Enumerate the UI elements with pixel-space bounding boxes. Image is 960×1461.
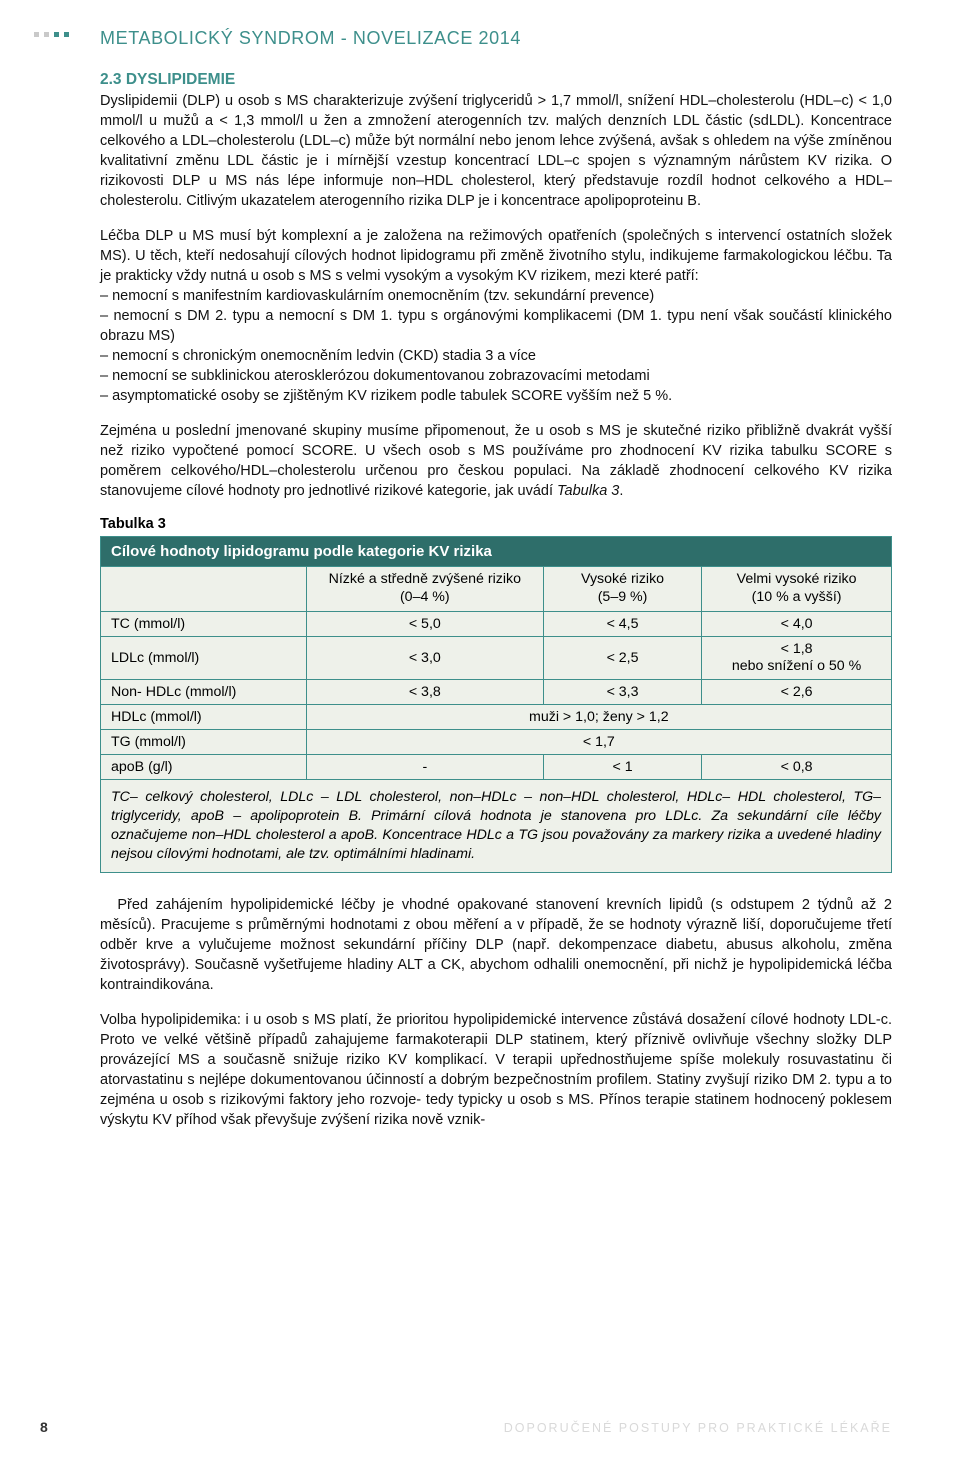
hdr-line: Velmi vysoké riziko <box>737 571 857 587</box>
section-heading: 2.3 DYSLIPIDEMIE <box>100 71 892 89</box>
table-header-row: Nízké a středně zvýšené riziko (0–4 %) V… <box>101 567 892 612</box>
row-label: LDLc (mmol/l) <box>101 636 307 679</box>
paragraph-2-intro: Léčba DLP u MS musí být komplexní a je z… <box>100 228 892 284</box>
paragraph-4: Před zahájením hypolipidemické léčby je … <box>100 895 892 995</box>
table-note: TC– celkový cholesterol, LDLc – LDL chol… <box>101 779 892 873</box>
page-header: METABOLICKÝ SYNDROM - NOVELIZACE 2014 <box>100 28 892 49</box>
cell: < 0,8 <box>702 754 892 779</box>
table-ref: Tabulka 3 <box>557 483 619 499</box>
document-page: METABOLICKÝ SYNDROM - NOVELIZACE 2014 2.… <box>0 0 960 1461</box>
table-header-blank <box>101 567 307 612</box>
table-row: LDLc (mmol/l) < 3,0 < 2,5 < 1,8 nebo sní… <box>101 636 892 679</box>
table-row: Non- HDLc (mmol/l) < 3,8 < 3,3 < 2,6 <box>101 679 892 704</box>
cell-span: muži > 1,0; ženy > 1,2 <box>306 704 891 729</box>
list-item: – nemocní s DM 2. typu a nemocní s DM 1.… <box>100 308 892 344</box>
row-label: HDLc (mmol/l) <box>101 704 307 729</box>
table-caption: Tabulka 3 <box>100 516 892 532</box>
paragraph-3-text: Zejména u poslední jmenované skupiny mus… <box>100 423 892 499</box>
hdr-line: Nízké a středně zvýšené riziko <box>329 571 521 587</box>
hdr-line: Vysoké riziko <box>581 571 664 587</box>
table-title-row: Cílové hodnoty lipidogramu podle kategor… <box>101 537 892 567</box>
table-row: HDLc (mmol/l) muži > 1,0; ženy > 1,2 <box>101 704 892 729</box>
cell: < 5,0 <box>306 611 543 636</box>
table-row: TC (mmol/l) < 5,0 < 4,5 < 4,0 <box>101 611 892 636</box>
cell-line: < 1,8 <box>781 641 813 657</box>
lipid-targets-table: Cílové hodnoty lipidogramu podle kategor… <box>100 536 892 873</box>
hdr-line: (0–4 %) <box>400 589 450 605</box>
table-title: Cílové hodnoty lipidogramu podle kategor… <box>101 537 892 567</box>
cell: - <box>306 754 543 779</box>
cell: < 4,0 <box>702 611 892 636</box>
list-item: – nemocní s manifestním kardiovaskulární… <box>100 288 654 304</box>
paragraph-2: Léčba DLP u MS musí být komplexní a je z… <box>100 226 892 406</box>
table-row: apoB (g/l) - < 1 < 0,8 <box>101 754 892 779</box>
paragraph-3: Zejména u poslední jmenované skupiny mus… <box>100 421 892 501</box>
paragraph-3-dot: . <box>619 483 623 499</box>
cell-span: < 1,7 <box>306 729 891 754</box>
margin-dots-icon <box>34 32 69 37</box>
paragraph-5: Volba hypolipidemika: i u osob s MS plat… <box>100 1010 892 1130</box>
page-number: 8 <box>40 1419 48 1435</box>
cell: < 3,0 <box>306 636 543 679</box>
cell: < 3,3 <box>543 679 701 704</box>
list-item: – asymptomatické osoby se zjištěným KV r… <box>100 388 672 404</box>
table-header-high: Vysoké riziko (5–9 %) <box>543 567 701 612</box>
table-header-low: Nízké a středně zvýšené riziko (0–4 %) <box>306 567 543 612</box>
cell: < 2,5 <box>543 636 701 679</box>
table-note-row: TC– celkový cholesterol, LDLc – LDL chol… <box>101 779 892 873</box>
row-label: Non- HDLc (mmol/l) <box>101 679 307 704</box>
hdr-line: (10 % a vyšší) <box>752 589 842 605</box>
footer-label: DOPORUČENÉ POSTUPY PRO PRAKTICKÉ LÉKAŘE <box>504 1421 892 1435</box>
cell: < 2,6 <box>702 679 892 704</box>
spacer <box>100 873 892 895</box>
cell: < 1,8 nebo snížení o 50 % <box>702 636 892 679</box>
cell-line: nebo snížení o 50 % <box>732 658 861 674</box>
cell: < 3,8 <box>306 679 543 704</box>
row-label: apoB (g/l) <box>101 754 307 779</box>
table-row: TG (mmol/l) < 1,7 <box>101 729 892 754</box>
cell: < 4,5 <box>543 611 701 636</box>
hdr-line: (5–9 %) <box>598 589 648 605</box>
row-label: TC (mmol/l) <box>101 611 307 636</box>
table-header-veryhigh: Velmi vysoké riziko (10 % a vyšší) <box>702 567 892 612</box>
list-item: – nemocní s chronickým onemocněním ledvi… <box>100 348 536 364</box>
list-item: – nemocní se subklinickou aterosklerózou… <box>100 368 650 384</box>
cell: < 1 <box>543 754 701 779</box>
paragraph-1: Dyslipidemii (DLP) u osob s MS charakter… <box>100 91 892 211</box>
row-label: TG (mmol/l) <box>101 729 307 754</box>
